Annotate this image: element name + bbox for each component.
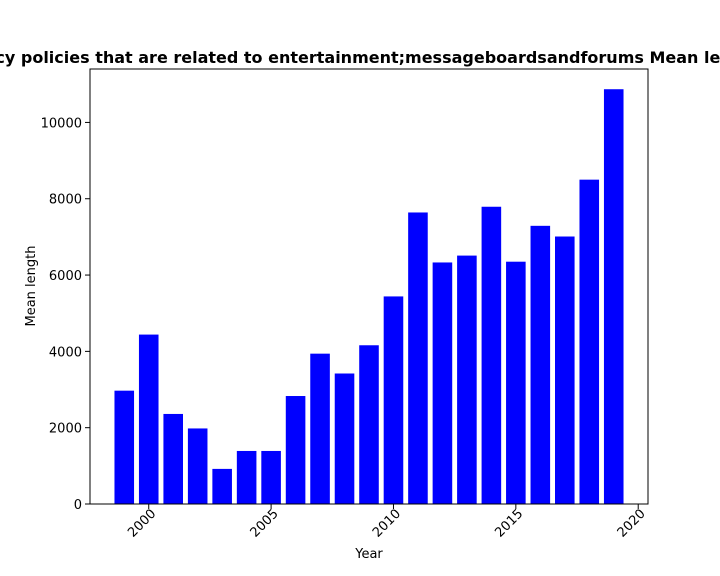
bar-2015 [506, 261, 526, 504]
x-tick-label: 2010 [370, 507, 404, 541]
y-tick-label: 2000 [49, 422, 82, 437]
x-tick-label: 2000 [125, 507, 159, 541]
bar-2009 [359, 345, 379, 504]
bar-2006 [285, 396, 306, 504]
x-tick-label: 2015 [492, 507, 526, 541]
bar-2019 [603, 89, 624, 504]
y-tick-label: 4000 [49, 345, 82, 360]
y-axis-label: Mean length [24, 246, 39, 327]
bar-2012 [432, 262, 453, 504]
x-axis-label: Year [354, 547, 383, 562]
bar-2018 [579, 179, 600, 504]
x-tick-label: 2005 [248, 507, 282, 541]
bar-2005 [261, 450, 281, 504]
y-tick-label: 10000 [41, 116, 82, 131]
x-axis-ticks: 2000 2005 2010 2015 2020 [125, 504, 649, 541]
y-tick-label: 8000 [49, 193, 82, 208]
bar-2010 [383, 296, 404, 504]
chart-title: Mean length of privacy policies that are… [0, 48, 720, 67]
y-axis-ticks: 0 2000 4000 6000 8000 10000 [41, 116, 90, 513]
bar-2001 [163, 413, 183, 504]
bar-2003 [212, 468, 232, 504]
y-tick-label: 0 [74, 498, 82, 513]
y-tick-label: 6000 [49, 269, 82, 284]
plot-area-frame [89, 68, 649, 505]
x-tick-label: 2020 [615, 507, 649, 541]
bar-2007 [310, 353, 330, 504]
bars-group [114, 89, 624, 504]
bar-2000 [138, 334, 159, 504]
bar-2013 [457, 255, 477, 504]
bar-2016 [530, 225, 551, 504]
bar-2011 [408, 212, 428, 504]
bar-2017 [555, 236, 575, 504]
bar-1999 [114, 390, 135, 504]
bar-2014 [481, 206, 502, 504]
bar-2002 [187, 428, 208, 504]
bar-2008 [334, 373, 355, 504]
bar-2004 [236, 450, 257, 504]
